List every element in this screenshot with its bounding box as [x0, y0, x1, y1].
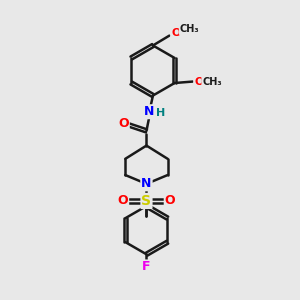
- Text: N: N: [144, 105, 154, 118]
- Text: O: O: [194, 76, 203, 86]
- Text: O: O: [118, 117, 129, 130]
- Text: CH₃: CH₃: [202, 76, 222, 86]
- Text: S: S: [142, 194, 152, 208]
- Text: N: N: [141, 177, 152, 190]
- Text: CH₃: CH₃: [180, 24, 199, 34]
- Text: H: H: [156, 108, 165, 118]
- Text: O: O: [171, 28, 181, 38]
- Text: O: O: [118, 194, 128, 207]
- Text: F: F: [142, 260, 151, 274]
- Text: O: O: [165, 194, 175, 207]
